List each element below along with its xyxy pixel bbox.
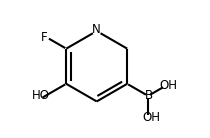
Text: F: F bbox=[41, 31, 47, 44]
Text: N: N bbox=[92, 23, 101, 36]
Text: B: B bbox=[145, 89, 153, 102]
Text: OH: OH bbox=[142, 111, 160, 124]
Text: OH: OH bbox=[159, 79, 177, 92]
Text: HO: HO bbox=[32, 89, 50, 102]
